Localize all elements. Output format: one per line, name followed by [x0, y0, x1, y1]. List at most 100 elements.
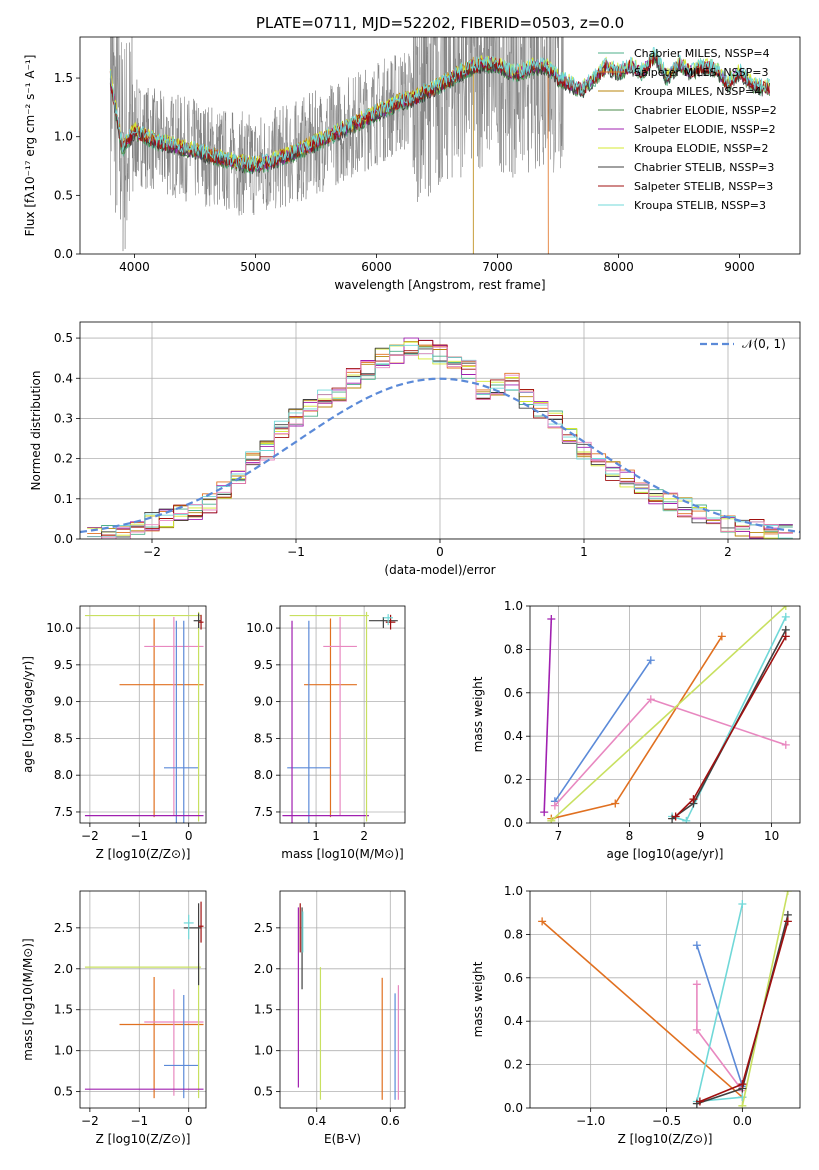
- tick-label-y: 1.5: [254, 1003, 273, 1017]
- weight-point: [717, 632, 726, 641]
- histogram-step: [87, 341, 793, 539]
- y-axis-label: mass [log10(M/M⊙)]: [21, 938, 35, 1060]
- legend-label: Chabrier STELIB, NSSP=3: [634, 161, 774, 174]
- tick-label-y: 0.2: [54, 452, 73, 466]
- axes-frame: [279, 890, 406, 1109]
- weight-point: [611, 799, 620, 808]
- plot-area: [80, 891, 206, 1108]
- weight-point: [682, 816, 691, 823]
- tick-label-x: 8: [626, 829, 634, 843]
- legend-label: 𝒩(0, 1): [742, 337, 786, 351]
- grid: [80, 606, 206, 823]
- tick-label-y: 0.8: [504, 642, 523, 656]
- weight-point: [781, 632, 790, 641]
- grid: [280, 891, 405, 1108]
- tick-label-y: 0.5: [54, 188, 73, 202]
- tick-label-y: 2.0: [254, 962, 273, 976]
- tick-label-y: 1.0: [504, 884, 523, 898]
- weight-point: [692, 941, 701, 950]
- model-spectrum: [109, 47, 770, 170]
- weight-line: [696, 945, 744, 1087]
- tick-label-y: 0.5: [54, 331, 73, 345]
- y-axis-label: mass weight: [471, 676, 485, 752]
- weight-point: [646, 695, 655, 704]
- legend-label: Kroupa STELIB, NSSP=3: [634, 199, 766, 212]
- axes-frame: [529, 890, 801, 1109]
- weight-point: [695, 1097, 704, 1106]
- legend-label: Salpeter ELODIE, NSSP=2: [634, 123, 776, 136]
- weight-line: [741, 891, 789, 1106]
- x-axis-label: Z [log10(Z/Z⊙)]: [96, 847, 191, 861]
- x-axis-label: (data-model)/error: [384, 563, 495, 577]
- tick-label-y: 10.0: [246, 621, 273, 635]
- plot-content: [109, 37, 770, 254]
- legend-label: Salpeter MILES, NSSP=3: [634, 66, 768, 79]
- plot-area: [109, 37, 770, 254]
- age-vs-metallicity-panel: −2 −1 0 7.5 8.0 8.5 9.0 9.5 10.0 Z [log10(Z/Z⊙)] a…: [21, 605, 207, 861]
- grid: [280, 606, 405, 823]
- tick-label-x: 2: [724, 545, 732, 559]
- weight-point: [671, 812, 680, 821]
- tick-label-y: 0.4: [54, 371, 73, 385]
- tick-label-y: 2.0: [54, 962, 73, 976]
- tick-label-y: 8.5: [54, 731, 73, 745]
- tick-label-x: 1: [580, 545, 588, 559]
- weight-point: [692, 980, 701, 989]
- weight-vs-age-panel: 7 8 9 10 0.0 0.2 0.4 0.6 0.8 1.0 age [log10(age/yr…: [471, 599, 801, 861]
- weight-point: [783, 891, 792, 895]
- legend-label: Kroupa MILES, NSSP=4: [634, 85, 761, 98]
- weight-point: [781, 606, 790, 610]
- tick-label-y: 2.5: [254, 921, 273, 935]
- residual-histogram-panel: −2 −1 0 1 2 0.0 0.1 0.2 0.3 0.4 0.5 (data-model)/er…: [29, 321, 801, 577]
- histogram-step: [87, 346, 793, 539]
- weight-point: [738, 900, 747, 909]
- histogram-step: [87, 344, 793, 538]
- tick-label-y: 0.0: [54, 532, 73, 546]
- weight-line: [551, 635, 723, 820]
- tick-label-x: 7000: [482, 260, 513, 274]
- tick-label-y: 0.2: [504, 773, 523, 787]
- legend-label: Kroupa ELODIE, NSSP=2: [634, 142, 768, 155]
- plot-area: [80, 322, 800, 539]
- plot-area: [280, 891, 405, 1108]
- tick-label-x: 9: [697, 829, 705, 843]
- weight-vs-metallicity-panel: −1.0 −0.5 0.0 0.0 0.2 0.4 0.6 0.8 1.0 Z [log10(Z/…: [471, 884, 801, 1146]
- tick-label-y: 0.8: [504, 927, 523, 941]
- tick-label-y: 9.5: [254, 658, 273, 672]
- tick-label-y: 1.0: [54, 130, 73, 144]
- tick-label-x: −1: [130, 829, 148, 843]
- grid: [530, 606, 800, 823]
- tick-label-y: 9.0: [54, 695, 73, 709]
- weight-point: [547, 615, 556, 624]
- weight-point: [550, 801, 559, 810]
- tick-label-x: −1: [130, 1114, 148, 1128]
- tick-label-x: 7: [555, 829, 563, 843]
- weight-line: [671, 616, 787, 822]
- grid: [530, 891, 800, 1108]
- legend-label: Chabrier ELODIE, NSSP=2: [634, 104, 777, 117]
- weight-point: [738, 1101, 747, 1108]
- axes-frame: [79, 36, 801, 255]
- tick-label-y: 8.5: [254, 731, 273, 745]
- y-axis-label: Flux [fλ10⁻¹⁷ erg cm⁻² s⁻¹ A⁻¹]: [23, 55, 37, 237]
- tick-label-y: 0.4: [504, 1014, 523, 1028]
- tick-label-x: −2: [143, 545, 161, 559]
- mass-vs-metallicity-panel: −2 −1 0 0.5 1.0 1.5 2.0 2.5 Z [log10(Z/Z⊙)] mass …: [21, 890, 207, 1146]
- weight-point: [547, 816, 556, 823]
- grid: [80, 891, 206, 1108]
- tick-label-x: 10: [764, 829, 779, 843]
- plot-content: [282, 611, 398, 823]
- tick-label-y: 8.0: [54, 768, 73, 782]
- tick-label-x: 1: [312, 829, 320, 843]
- plot-area: [280, 606, 405, 823]
- weight-line: [554, 698, 787, 807]
- tick-label-y: 7.5: [254, 805, 273, 819]
- x-axis-label: mass [log10(M/M⊙)]: [281, 847, 403, 861]
- tick-label-y: 0.0: [504, 1101, 523, 1115]
- axes-frame: [79, 321, 801, 540]
- x-axis-label: Z [log10(Z/Z⊙)]: [96, 1132, 191, 1146]
- tick-label-x: −1.0: [576, 1114, 605, 1128]
- tick-label-y: 0.3: [54, 411, 73, 425]
- weight-line: [696, 903, 744, 1103]
